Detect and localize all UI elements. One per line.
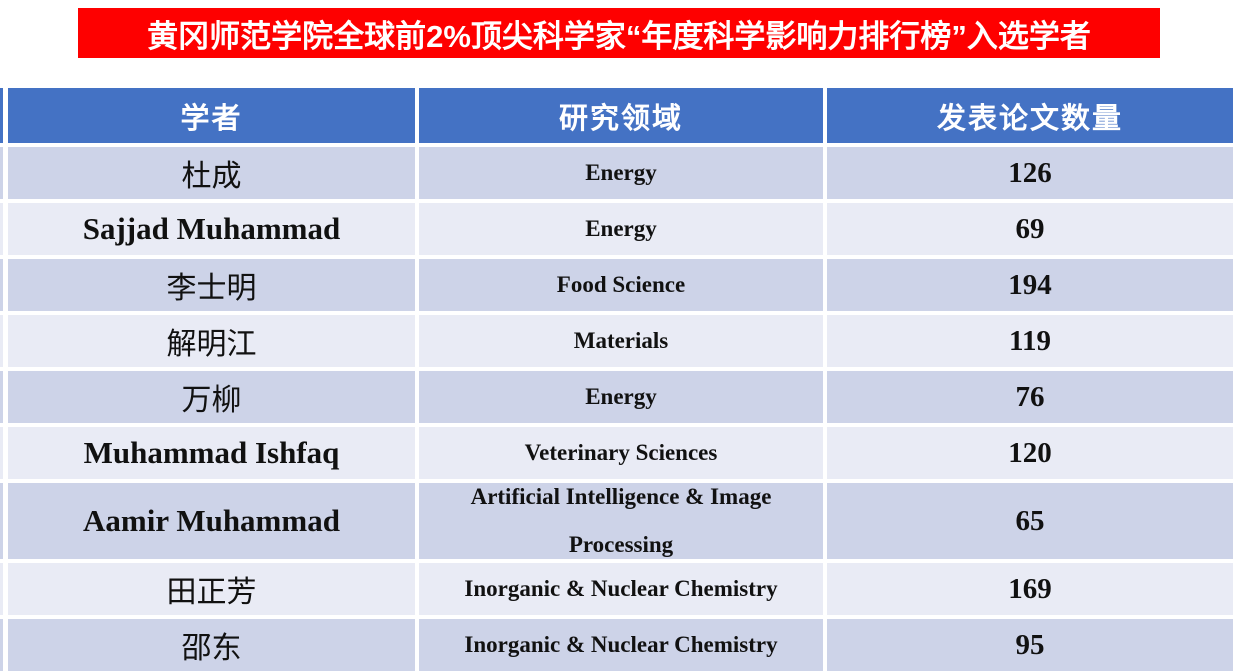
left-edge-sliver (0, 483, 3, 559)
table-row: 解明江 Materials 119 (0, 315, 1237, 367)
papers-cell: 65 (827, 483, 1233, 559)
scholars-table: 学者 研究领域 发表论文数量 杜成 Energy 126 Sajjad Muhamma… (0, 88, 1237, 672)
scholar-cell: 李士明 (8, 259, 415, 311)
papers-cell: 76 (827, 371, 1233, 423)
field-cell: Energy (419, 371, 823, 423)
field-cell: Inorganic & Nuclear Chemistry (419, 563, 823, 615)
scholar-cell: Aamir Muhammad (8, 483, 415, 559)
field-cell: Energy (419, 203, 823, 255)
left-edge-sliver (0, 563, 3, 615)
papers-cell: 169 (827, 563, 1233, 615)
papers-cell: 194 (827, 259, 1233, 311)
table-row: Muhammad Ishfaq Veterinary Sciences 120 (0, 427, 1237, 479)
field-cell: Inorganic & Nuclear Chemistry (419, 619, 823, 671)
table-row: Aamir Muhammad Artificial Intelligence & … (0, 483, 1237, 559)
table-body: 杜成 Energy 126 Sajjad Muhammad Energy 69 李士明 Foo… (0, 147, 1237, 671)
papers-cell: 126 (827, 147, 1233, 199)
left-edge-sliver (0, 88, 3, 143)
scholar-cell: Muhammad Ishfaq (8, 427, 415, 479)
field-cell: Artificial Intelligence & Image Processi… (419, 483, 823, 559)
field-cell: Veterinary Sciences (419, 427, 823, 479)
papers-cell: 95 (827, 619, 1233, 671)
left-edge-sliver (0, 259, 3, 311)
scholar-cell: Sajjad Muhammad (8, 203, 415, 255)
table-row: 李士明 Food Science 194 (0, 259, 1237, 311)
table-row: 万柳 Energy 76 (0, 371, 1237, 423)
field-cell: Energy (419, 147, 823, 199)
table-row: Sajjad Muhammad Energy 69 (0, 203, 1237, 255)
scholar-cell: 杜成 (8, 147, 415, 199)
column-header-field: 研究领域 (419, 88, 823, 143)
left-edge-sliver (0, 315, 3, 367)
page-title: 黄冈师范学院全球前2%顶尖科学家“年度科学影响力排行榜”入选学者 (147, 18, 1091, 54)
scholar-cell: 解明江 (8, 315, 415, 367)
papers-cell: 120 (827, 427, 1233, 479)
table-row: 杜成 Energy 126 (0, 147, 1237, 199)
column-header-papers: 发表论文数量 (827, 88, 1233, 143)
scholar-cell: 田正芳 (8, 563, 415, 615)
papers-cell: 119 (827, 315, 1233, 367)
field-cell: Materials (419, 315, 823, 367)
scholar-cell: 邵东 (8, 619, 415, 671)
left-edge-sliver (0, 203, 3, 255)
left-edge-sliver (0, 427, 3, 479)
table-header-row: 学者 研究领域 发表论文数量 (0, 88, 1237, 143)
scholar-cell: 万柳 (8, 371, 415, 423)
papers-cell: 69 (827, 203, 1233, 255)
table-row: 邵东 Inorganic & Nuclear Chemistry 95 (0, 619, 1237, 671)
table-row: 田正芳 Inorganic & Nuclear Chemistry 169 (0, 563, 1237, 615)
title-banner: 黄冈师范学院全球前2%顶尖科学家“年度科学影响力排行榜”入选学者 (78, 8, 1160, 58)
field-cell: Food Science (419, 259, 823, 311)
left-edge-sliver (0, 371, 3, 423)
left-edge-sliver (0, 619, 3, 671)
column-header-scholar: 学者 (8, 88, 415, 143)
left-edge-sliver (0, 147, 3, 199)
